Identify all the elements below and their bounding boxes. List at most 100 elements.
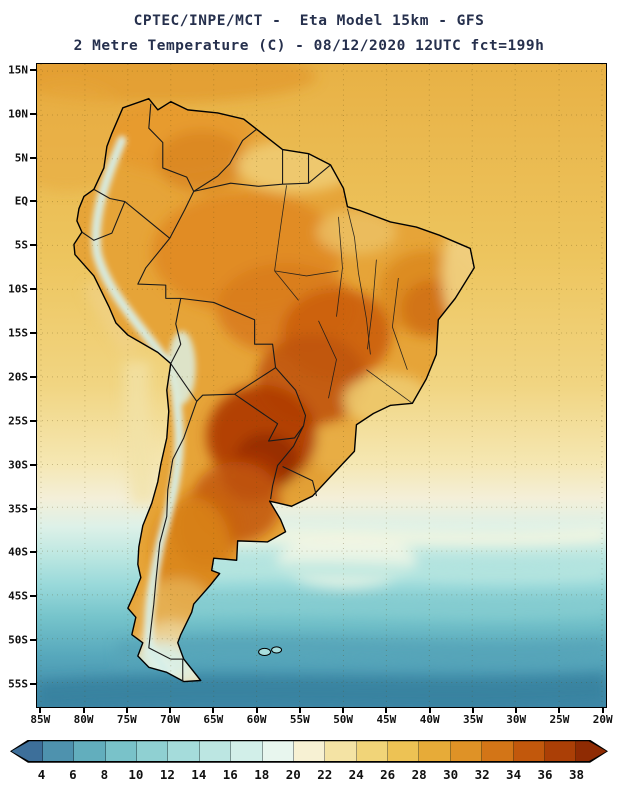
lon-tick	[558, 707, 561, 713]
colorbar-segment	[293, 741, 326, 762]
lat-tick-label: EQ	[14, 194, 28, 208]
lon-tick	[212, 707, 215, 713]
colorbar-tick-label: 38	[568, 766, 585, 782]
coastline	[73, 97, 475, 682]
colorbar-segment	[11, 741, 43, 762]
lat-tick	[30, 551, 36, 554]
colorbar-tick-label: 28	[411, 766, 427, 782]
temperature-colorbar	[10, 739, 608, 763]
colorbar-segment	[482, 741, 514, 762]
colorbar-segment	[42, 741, 75, 762]
map-area: 15N 10N 5N EQ 5S 10S 15S 20S 25S 30S 35S 40S 45S 50S 5…	[0, 62, 613, 726]
lon-tick	[385, 707, 388, 713]
lon-tick	[82, 707, 85, 713]
lat-tick	[30, 332, 36, 335]
colorbar-segment	[137, 741, 169, 762]
lat-tick	[30, 419, 36, 422]
colorbar-tick-label: 14	[191, 766, 207, 782]
temperature-map	[37, 63, 606, 707]
colorbar-segment	[544, 741, 577, 762]
lat-tick-label: 25S	[8, 414, 28, 428]
colorbar-tick-label: 8	[100, 766, 109, 782]
lat-tick-label: 5S	[14, 238, 28, 252]
lat-tick	[30, 200, 36, 203]
lat-tick	[30, 156, 36, 159]
lon-tick	[255, 707, 258, 713]
lat-tick	[30, 375, 36, 378]
lon-tick-label: 55W	[289, 712, 310, 726]
lat-tick-label: 5N	[14, 151, 28, 165]
colorbar-segment	[388, 741, 420, 762]
colorbar-segment	[74, 741, 106, 762]
lon-tick-label: 20W	[592, 712, 613, 726]
lat-tick-label: 15N	[8, 63, 28, 77]
colorbar-segment	[262, 741, 294, 762]
lon-tick	[601, 707, 604, 713]
colorbar-tick-label: 18	[254, 766, 270, 782]
colorbar-segment	[105, 741, 137, 762]
title-line-1: CPTEC/INPE/MCT - Eta Model 15km - GFS	[133, 13, 485, 29]
colorbar-labels: 4 6 8 10 12 14 16 18 20 22 24 26 28 30 32 34 36 38	[10, 767, 608, 785]
colorbar-tick-label: 36	[537, 766, 553, 782]
lon-tick-label: 30W	[506, 712, 527, 726]
lon-tick-label: 70W	[160, 712, 181, 726]
falkland-islands	[258, 646, 283, 656]
lon-tick-label: 85W	[30, 712, 51, 726]
lon-tick	[169, 707, 172, 713]
lon-tick-label: 25W	[549, 712, 570, 726]
lon-tick-label: 50W	[333, 712, 354, 726]
lat-tick	[30, 112, 36, 115]
lon-tick-label: 40W	[419, 712, 440, 726]
colorbar-segment	[325, 741, 357, 762]
lon-tick	[39, 707, 42, 713]
lon-tick	[125, 707, 128, 713]
colorbar-tick-label: 24	[348, 766, 364, 782]
lon-tick	[342, 707, 345, 713]
lat-tick-label: 15S	[8, 326, 28, 340]
colorbar-tick-label: 12	[159, 766, 175, 782]
map-frame	[36, 62, 607, 708]
lat-tick	[30, 68, 36, 71]
lat-tick-label: 35S	[8, 502, 28, 516]
colorbar-segment	[356, 741, 388, 762]
colorbar-segment	[419, 741, 451, 762]
lat-tick	[30, 507, 36, 510]
lon-tick-label: 35W	[462, 712, 483, 726]
lon-tick	[515, 707, 518, 713]
lat-tick-label: 50S	[8, 633, 28, 647]
title-line-2: 2 Metre Temperature (C) - 08/12/2020 12U…	[73, 38, 545, 55]
colorbar-segment	[513, 741, 545, 762]
colorbar-tick-label: 6	[69, 766, 77, 782]
colorbar-tick-label: 4	[37, 766, 46, 782]
lat-tick-label: 55S	[8, 677, 28, 691]
lat-tick-label: 40S	[8, 545, 28, 559]
colorbar-tick-label: 34	[506, 766, 522, 782]
lat-tick-label: 10N	[8, 107, 28, 121]
country-borders	[81, 103, 331, 682]
lat-tick-label: 20S	[8, 370, 28, 384]
colorbar-tick-label: 22	[317, 766, 333, 782]
colorbar-tick-label: 26	[380, 766, 396, 782]
lat-tick	[30, 244, 36, 247]
lon-tick-label: 45W	[376, 712, 397, 726]
lat-tick	[30, 683, 36, 686]
header: CPTEC/INPE/MCT - Eta Model 15km - GFS 2 …	[0, 0, 618, 60]
lon-tick-label: 80W	[73, 712, 94, 726]
colorbar-tick-label: 30	[443, 766, 459, 782]
lat-tick	[30, 595, 36, 598]
state-borders	[274, 184, 413, 404]
lat-tick-label: 30S	[8, 458, 28, 472]
lon-tick	[428, 707, 431, 713]
lon-tick-label: 60W	[246, 712, 267, 726]
colorbar-segment	[168, 741, 200, 762]
colorbar-segments	[11, 741, 607, 762]
lon-tick	[298, 707, 301, 713]
colorbar-segment	[576, 741, 607, 762]
lon-tick	[471, 707, 474, 713]
lat-tick-label: 10S	[8, 282, 28, 296]
graticule	[37, 63, 606, 707]
lat-tick-label: 45S	[8, 589, 28, 603]
colorbar-segment	[231, 741, 263, 762]
colorbar-segment	[450, 741, 483, 762]
